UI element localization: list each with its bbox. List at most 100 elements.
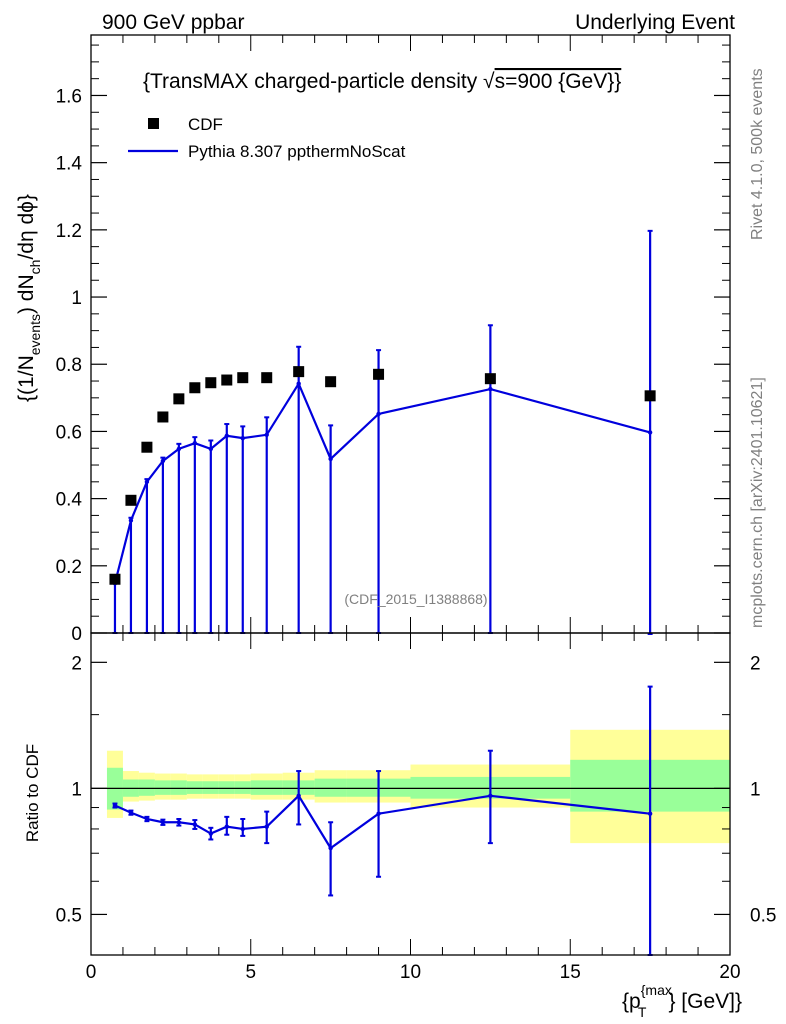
ratio-point: [160, 820, 166, 825]
main-y-tick-label: 0.6: [56, 422, 82, 443]
main-y-axis-label: {(1/Nevents) dNch/dη dϕ}: [15, 194, 43, 402]
x-tick-label: 5: [245, 962, 256, 983]
main-y-tick-label: 0.4: [56, 490, 83, 511]
ratio-point: [192, 822, 198, 827]
header-right: Underlying Event: [575, 11, 735, 34]
main-y-tick-label: 0.2: [56, 557, 82, 578]
xlabel-part2: } [GeV]}: [668, 990, 742, 1013]
mc-point: [224, 433, 229, 438]
ratio-point: [488, 793, 493, 798]
ratio-y-axis-label: Ratio to CDF: [23, 744, 42, 842]
mc-point: [192, 440, 198, 446]
data-point: [373, 368, 385, 380]
ratio-band-inner: [314, 778, 347, 797]
rivet-info: Rivet 4.1.0, 500k events: [749, 68, 766, 240]
ratio-point: [376, 811, 381, 816]
ratio-y-tick-labels: 0.5 0.5 1 1 2 2: [56, 653, 777, 926]
ylabel-sub-events: events: [27, 314, 43, 355]
xlabel-sub: T: [638, 1004, 647, 1020]
ratio-x-tick-labels: 0 5 10 15 20: [86, 962, 741, 983]
mc-point: [328, 456, 333, 462]
mc-point: [240, 435, 245, 441]
chart-title: {TransMAX charged-particle density √s=90…: [143, 70, 621, 93]
ratio-point: [176, 820, 182, 825]
data-point: [109, 573, 121, 585]
ratio-uncertainty-bands: [106, 729, 730, 844]
mc-point: [376, 411, 381, 417]
ratio-point: [128, 810, 134, 815]
data-point: [644, 390, 656, 402]
mc-point: [176, 446, 182, 452]
data-point: [261, 372, 273, 384]
ratio-y-tick-label-right: 2: [750, 653, 761, 674]
ratio-point: [240, 826, 245, 832]
mc-point: [264, 432, 269, 437]
ratio-y-tick-label: 0.5: [56, 905, 82, 926]
mc-point: [160, 458, 166, 464]
data-point: [141, 441, 153, 453]
analysis-watermark: (CDF_2015_I1388868): [344, 591, 487, 607]
ratio-band-inner: [250, 780, 283, 795]
xlabel-sup: {max: [641, 982, 672, 998]
legend-data-label: CDF: [188, 115, 223, 134]
data-point: [325, 376, 337, 388]
ylabel-part1: {(1/N: [15, 355, 38, 402]
main-y-tick-label: 1.2: [56, 221, 82, 242]
ratio-band-inner: [186, 781, 203, 794]
chart-title-radical: √: [483, 70, 495, 93]
ylabel-part3: /dη dϕ}: [15, 194, 38, 259]
ratio-band-inner: [202, 781, 219, 794]
xlabel-part1: {p: [622, 990, 641, 1013]
mc-point: [208, 446, 214, 452]
header-left: 900 GeV ppbar: [102, 11, 244, 34]
main-data-series: [109, 366, 656, 585]
mc-point: [144, 479, 150, 485]
data-point: [484, 373, 496, 385]
main-y-tick-label: 1.6: [56, 86, 82, 107]
ratio-point: [224, 824, 229, 829]
data-point: [173, 393, 185, 405]
ratio-frame: [90, 632, 731, 956]
data-point: [157, 411, 169, 423]
mc-point: [128, 518, 134, 523]
ratio-y-tick-label: 1: [71, 779, 82, 800]
ratio-point: [296, 793, 301, 798]
legend-mc-label: Pythia 8.307 ppthermNoScat: [188, 142, 406, 161]
ratio-mc-series: [112, 685, 653, 956]
main-y-tick-label: 1: [71, 288, 82, 309]
x-tick-label: 20: [719, 962, 740, 983]
ratio-panel: 0.5 0.5 1 1 2 2 0 5 10 15 20 Ratio to CDF {p{max T…: [23, 632, 777, 1020]
data-point: [293, 366, 305, 378]
data-point: [221, 374, 233, 386]
mc-point: [647, 430, 653, 435]
ratio-point: [328, 845, 333, 851]
ratio-band-inner: [170, 780, 187, 795]
ratio-y-tick-label-right: 1: [750, 779, 761, 800]
mcplots-info: mcplots.cern.ch [arXiv:2401.10621]: [749, 377, 766, 628]
ratio-y-tick-label: 2: [71, 653, 82, 674]
ratio-band-inner: [234, 781, 251, 794]
ratio-band-inner: [138, 779, 155, 796]
main-frame: [90, 34, 731, 634]
main-panel: 0 0.2 0.4 0.6 0.8 1 1.2 1.4 1.6 {TransMAX charge…: [15, 34, 731, 645]
legend-data-marker: [148, 118, 159, 129]
main-y-tick-label: 0.8: [56, 355, 82, 376]
main-y-tick-labels: 0 0.2 0.4 0.6 0.8 1 1.2 1.4 1.6: [56, 86, 83, 645]
x-tick-label: 0: [86, 962, 97, 983]
chart-title-suffix: s=900 {GeV}}: [495, 70, 622, 93]
ratio-point: [647, 811, 653, 816]
data-point: [205, 377, 217, 389]
data-point: [125, 494, 137, 506]
main-y-tick-label: 1.4: [56, 154, 83, 175]
mc-point: [488, 386, 493, 392]
ratio-point: [264, 824, 269, 829]
ratio-band-inner: [218, 781, 235, 794]
ratio-point: [208, 831, 214, 836]
chart-title-prefix: {TransMAX charged-particle density: [143, 70, 483, 93]
ratio-point: [112, 803, 118, 808]
ratio-point: [144, 816, 150, 822]
ratio-y-tick-label-right: 0.5: [750, 905, 776, 926]
ylabel-sub-ch: ch: [27, 260, 43, 275]
x-tick-label: 15: [560, 962, 581, 983]
